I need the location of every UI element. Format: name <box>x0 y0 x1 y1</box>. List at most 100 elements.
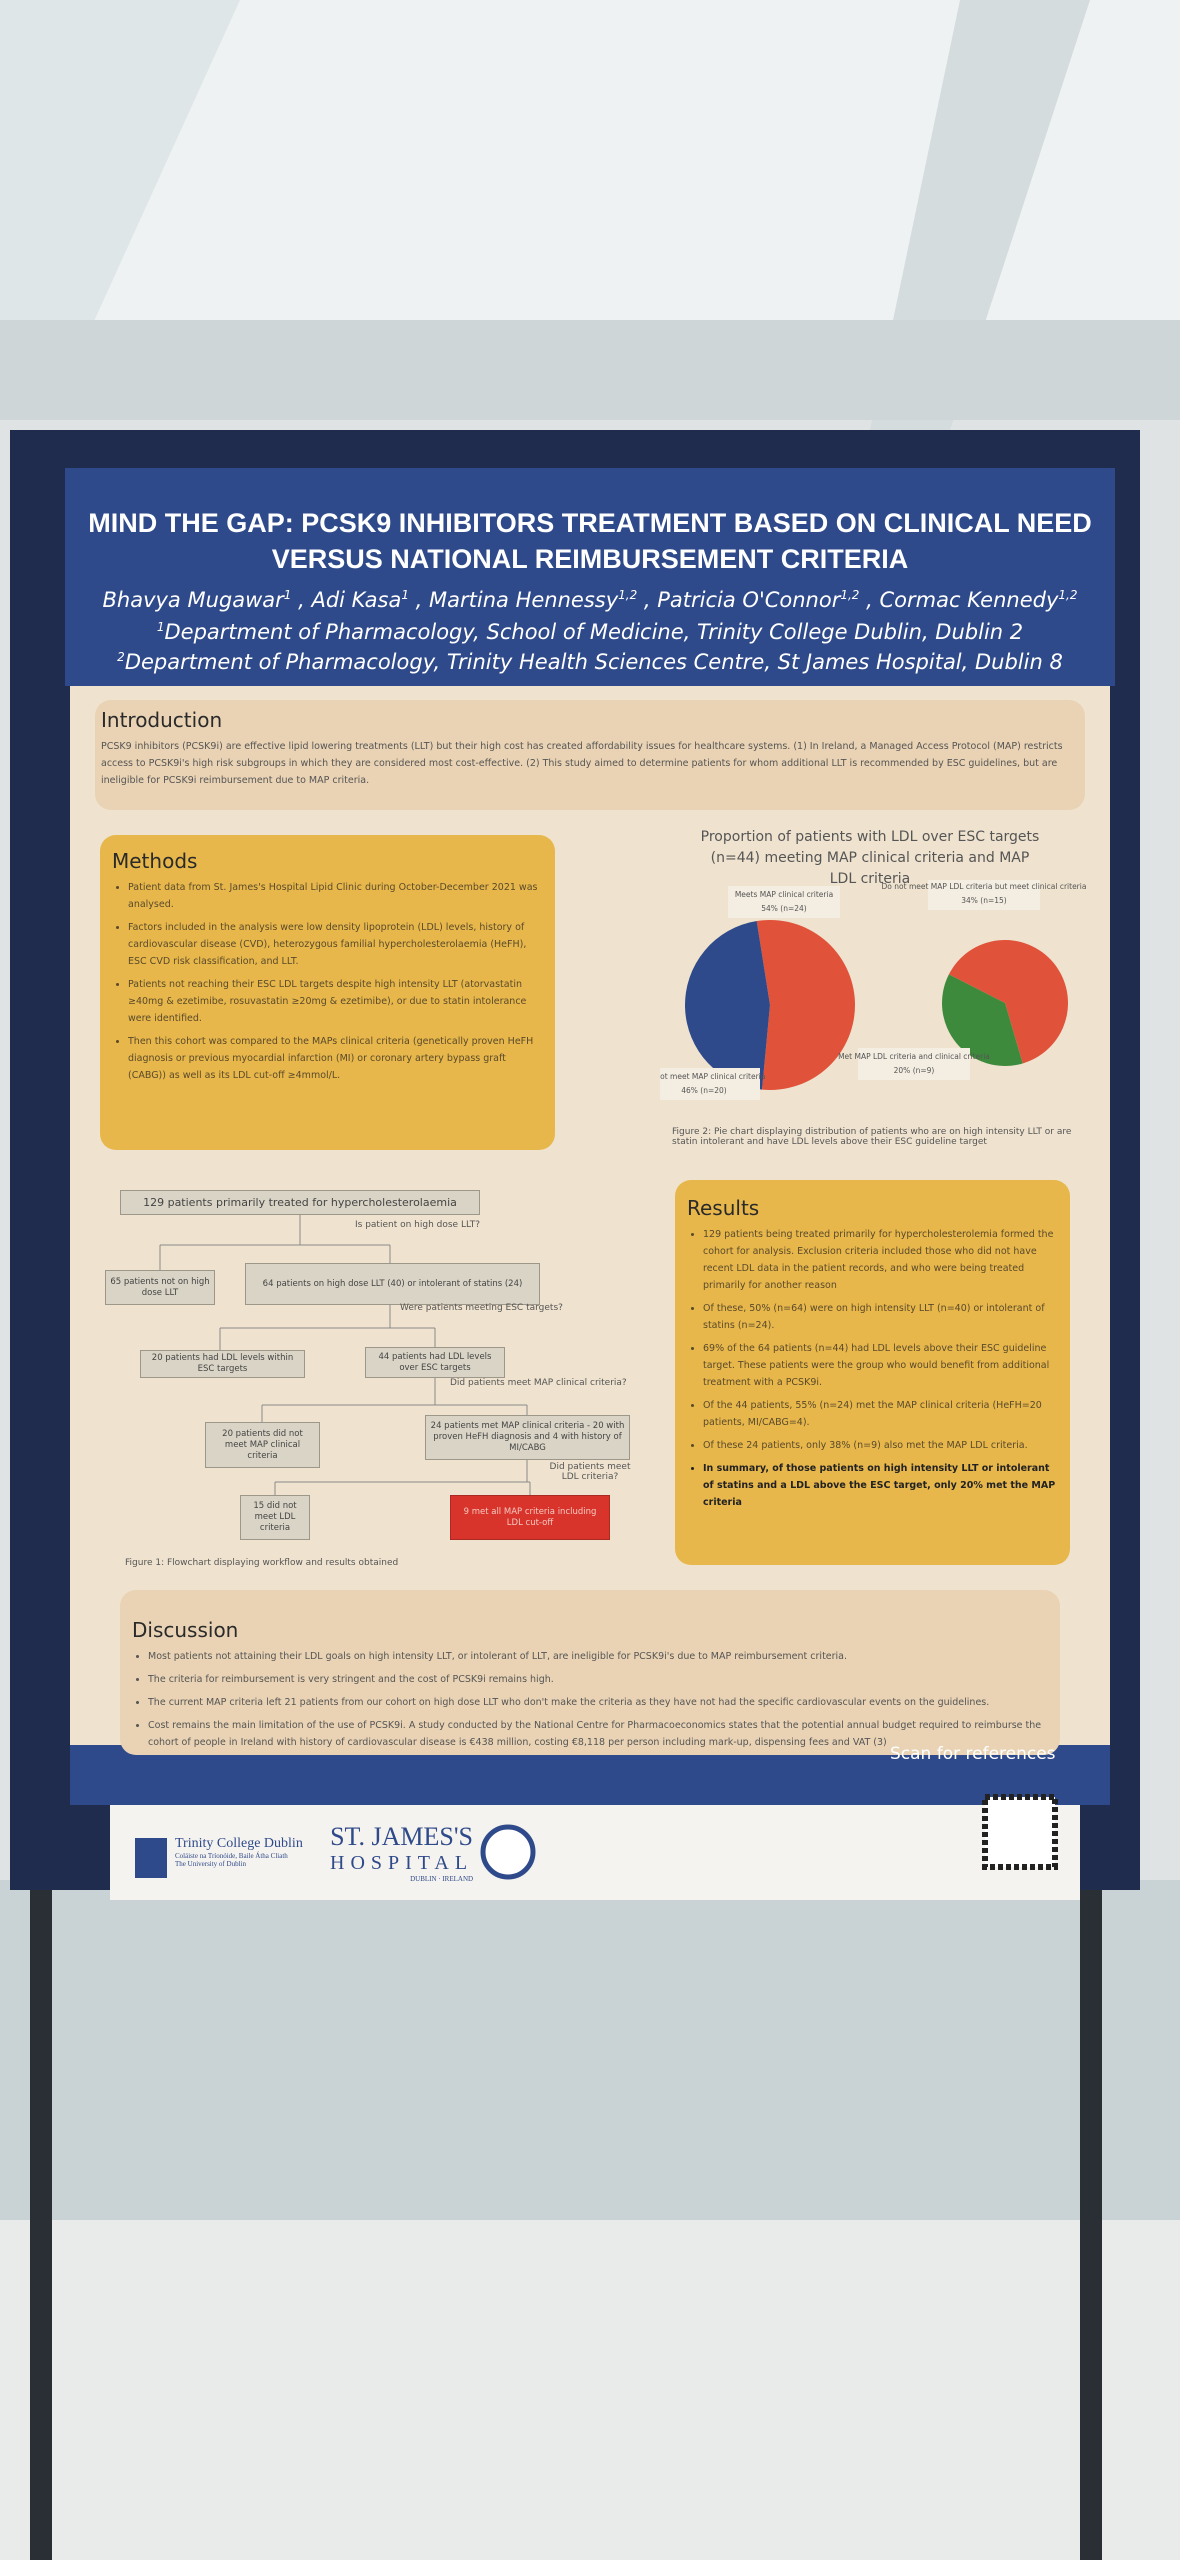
pie-slice <box>942 974 1023 1066</box>
author-name: Patricia O'Connor <box>657 588 841 612</box>
slice-label: Do not meet MAP LDL criteria but meet cl… <box>882 882 1087 891</box>
pie-slice <box>756 920 855 1090</box>
flow-node: 24 patients met MAP clinical criteria - … <box>425 1415 630 1460</box>
flow-node: 65 patients not on high dose LLT <box>105 1270 215 1305</box>
bullet: Of these, 50% (n=64) were on high intens… <box>703 1300 1058 1334</box>
flow-question: Did patients meet MAP clinical criteria? <box>450 1378 627 1388</box>
flow-node: 129 patients primarily treated for hyper… <box>120 1190 480 1215</box>
flow-node: 9 met all MAP criteria including LDL cut… <box>450 1495 610 1540</box>
slice-value: 34% (n=15) <box>961 896 1007 905</box>
pie-charts: Meets MAP clinical criteria 54% (n=24) Do … <box>660 880 1087 1100</box>
author-name: Martina Hennessy <box>429 588 619 612</box>
flow-node: 20 patients had LDL levels within ESC ta… <box>140 1350 305 1378</box>
results-list: 129 patients being treated primarily for… <box>687 1226 1058 1511</box>
bullet: The current MAP criteria left 21 patient… <box>148 1694 1048 1711</box>
bullet: Cost remains the main limitation of the … <box>148 1717 1048 1751</box>
window-lower <box>0 1880 1180 2220</box>
stand-leg <box>1080 1880 1102 2560</box>
flow-node: 44 patients had LDL levels over ESC targ… <box>365 1347 505 1378</box>
sjh-logo: ST. JAMES'S HOSPITAL DUBLIN · IRELAND <box>330 1822 473 1883</box>
logo-text: DUBLIN · IRELAND <box>410 1875 474 1883</box>
logo-text: ST. JAMES'S <box>330 1822 473 1851</box>
author-aff: 1,2 <box>1058 588 1078 602</box>
slice-value: 20% (n=9) <box>894 1066 935 1075</box>
title-band <box>65 468 1115 686</box>
slice-label: Meets MAP clinical criteria <box>735 890 833 899</box>
bullet: The criteria for reimbursement is very s… <box>148 1671 1048 1688</box>
author-aff: 1 <box>401 588 409 602</box>
section-heading: Results <box>687 1196 760 1220</box>
aff-text: Department of Pharmacology, Trinity Heal… <box>124 650 1063 674</box>
affiliation: 1Department of Pharmacology, School of M… <box>70 620 1110 644</box>
slice-name: Meets MAP clinical criteria <box>735 890 833 899</box>
bullet: Most patients not attaining their LDL go… <box>148 1648 1048 1665</box>
aff-mark: 2 <box>117 650 125 664</box>
flow-question: Is patient on high dose LLT? <box>355 1220 481 1230</box>
separator: , <box>637 588 658 612</box>
pie-slice <box>685 921 770 1090</box>
slice-name: Met MAP LDL criteria and clinical criter… <box>838 1052 990 1061</box>
figure2-caption: Figure 2: Pie chart displaying distribut… <box>672 1127 1072 1147</box>
bullet: 129 patients being treated primarily for… <box>703 1226 1058 1294</box>
flow-connectors <box>159 1215 531 1495</box>
logo-text: Trinity College Dublin <box>175 1836 303 1851</box>
introduction: Introduction PCSK9 inhibitors (PCSK9i) a… <box>95 700 1085 810</box>
bullet: Patient data from St. James's Hospital L… <box>128 879 543 913</box>
methods-list: Patient data from St. James's Hospital L… <box>112 879 543 1084</box>
slice-name: Do not meet MAP LDL criteria but meet cl… <box>882 882 1087 891</box>
tcd-crest <box>135 1838 167 1878</box>
stand-leg <box>30 1880 52 2560</box>
author-aff: 1,2 <box>840 588 860 602</box>
slice-label: Do not meet MAP clinical criteria <box>660 1072 765 1081</box>
figure2-title: Proportion of patients with LDL over ESC… <box>700 829 1040 887</box>
flow-question: Did patients meet LDL criteria? <box>549 1462 631 1482</box>
bullet: Patients not reaching their ESC LDL targ… <box>128 976 543 1027</box>
figure1-caption: Figure 1: Flowchart displaying workflow … <box>125 1558 399 1568</box>
qr-code <box>982 1794 1058 1870</box>
section-heading: Introduction <box>101 708 223 732</box>
logo-text: The University of Dublin <box>175 1860 246 1868</box>
flow-node: 20 patients did not meet MAP clinical cr… <box>205 1422 320 1468</box>
author-aff: 1,2 <box>618 588 638 602</box>
tcd-logo: Trinity College Dublin Coláiste na Tríon… <box>175 1836 303 1868</box>
bullet: In summary, of those patients on high in… <box>703 1460 1058 1511</box>
author-name: Cormac Kennedy <box>879 588 1059 612</box>
section-heading: Discussion <box>132 1618 239 1642</box>
results: Results 129 patients being treated prima… <box>675 1180 1070 1565</box>
authors: Bhavya Mugawar1 , Adi Kasa1 , Martina He… <box>70 588 1110 612</box>
bullet: 69% of the 64 patients (n=44) had LDL le… <box>703 1340 1058 1391</box>
slice-value: 46% (n=20) <box>681 1086 727 1095</box>
beam <box>0 320 1180 420</box>
separator: , <box>859 588 880 612</box>
bullet: Then this cohort was compared to the MAP… <box>128 1033 543 1084</box>
label-bg <box>728 886 840 918</box>
author-name: Adi Kasa <box>311 588 402 612</box>
bullet: Of the 44 patients, 55% (n=24) met the M… <box>703 1397 1058 1431</box>
discussion-list: Most patients not attaining their LDL go… <box>132 1648 1048 1751</box>
window-frame <box>0 0 240 330</box>
slice-name: Do not meet MAP clinical criteria <box>660 1072 765 1081</box>
bullet: Of these 24 patients, only 38% (n=9) als… <box>703 1437 1058 1454</box>
intro-text: PCSK9 inhibitors (PCSK9i) are effective … <box>101 741 1063 786</box>
separator: , <box>291 588 312 612</box>
logo-band <box>110 1805 1080 1900</box>
flow-question: Were patients meeting ESC targets? <box>400 1303 563 1313</box>
affiliation: 2Department of Pharmacology, Trinity Hea… <box>70 650 1110 674</box>
poster-title: MIND THE GAP: PCSK9 INHIBITORS TREATMENT… <box>88 508 1092 574</box>
floor <box>0 2220 1180 2560</box>
label-bg <box>928 880 1040 910</box>
logo-text: HOSPITAL <box>330 1852 474 1874</box>
section-heading: Methods <box>112 849 198 873</box>
slice-label: Met MAP LDL criteria and clinical criter… <box>838 1052 990 1061</box>
aff-text: Department of Pharmacology, School of Me… <box>164 620 1024 644</box>
footer-band <box>70 1745 1110 1805</box>
logo-text: Coláiste na Tríonóide, Baile Átha Cliath <box>175 1852 288 1860</box>
pie-slice <box>948 940 1068 1064</box>
label-bg <box>858 1048 970 1080</box>
aff-mark: 1 <box>156 620 165 634</box>
separator: , <box>409 588 430 612</box>
flow-node: 15 did not meet LDL criteria <box>240 1495 310 1540</box>
author-name: Bhavya Mugawar <box>102 588 284 612</box>
bullet: Factors included in the analysis were lo… <box>128 919 543 970</box>
